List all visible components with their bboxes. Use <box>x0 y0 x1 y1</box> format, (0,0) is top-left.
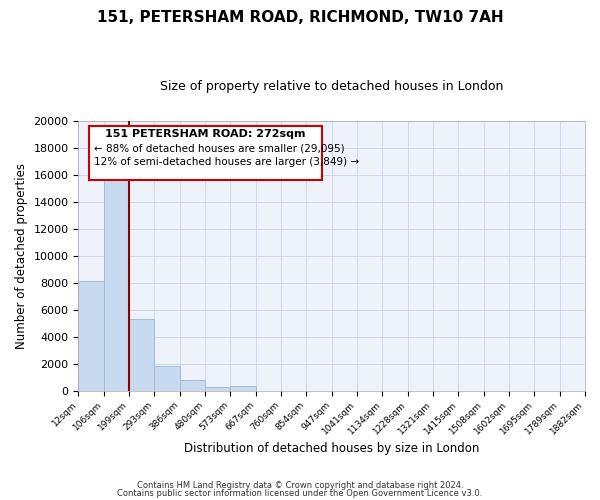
Bar <box>205 387 230 390</box>
Text: 151 PETERSHAM ROAD: 272sqm: 151 PETERSHAM ROAD: 272sqm <box>105 128 305 138</box>
Bar <box>79 280 104 390</box>
Text: 151, PETERSHAM ROAD, RICHMOND, TW10 7AH: 151, PETERSHAM ROAD, RICHMOND, TW10 7AH <box>97 10 503 25</box>
Text: Contains HM Land Registry data © Crown copyright and database right 2024.: Contains HM Land Registry data © Crown c… <box>137 481 463 490</box>
Y-axis label: Number of detached properties: Number of detached properties <box>15 162 28 348</box>
Bar <box>154 366 180 390</box>
Bar <box>180 380 205 390</box>
Title: Size of property relative to detached houses in London: Size of property relative to detached ho… <box>160 80 503 93</box>
Text: 12% of semi-detached houses are larger (3,849) →: 12% of semi-detached houses are larger (… <box>94 157 359 167</box>
Bar <box>230 386 256 390</box>
Bar <box>129 319 154 390</box>
Text: ← 88% of detached houses are smaller (29,095): ← 88% of detached houses are smaller (29… <box>94 144 344 154</box>
X-axis label: Distribution of detached houses by size in London: Distribution of detached houses by size … <box>184 442 479 455</box>
FancyBboxPatch shape <box>89 126 322 180</box>
Text: Contains public sector information licensed under the Open Government Licence v3: Contains public sector information licen… <box>118 488 482 498</box>
Bar <box>104 167 129 390</box>
